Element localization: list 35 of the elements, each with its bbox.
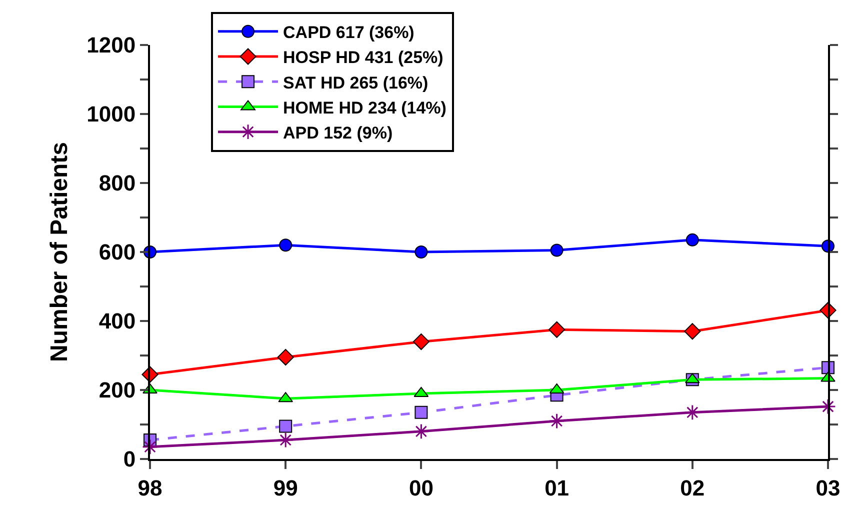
x-tick-label: 00 <box>408 475 434 500</box>
point <box>820 398 836 415</box>
legend-label: SAT HD 265 (16%) <box>283 73 428 92</box>
y-axis-title: Number of Patients <box>46 142 74 362</box>
x-tick-label: 01 <box>544 475 570 500</box>
x-tick-label: 98 <box>138 475 162 500</box>
legend-label: APD 152 (9%) <box>283 123 393 142</box>
y-tick-label: 600 <box>98 240 136 265</box>
point <box>279 238 292 252</box>
point <box>548 321 566 338</box>
y-tick-label: 0 <box>123 446 136 472</box>
point <box>413 423 430 440</box>
point <box>686 233 699 246</box>
y-tick-label: 1200 <box>86 32 136 58</box>
point <box>277 348 294 366</box>
legend-label: HOME HD 234 (14%) <box>283 98 446 118</box>
point <box>414 406 428 419</box>
legend-label: HOSP HD 431 (25%) <box>283 48 444 68</box>
y-tick-label: 1000 <box>86 102 136 127</box>
point <box>684 323 701 340</box>
x-tick-label: 02 <box>680 475 705 500</box>
point <box>412 333 430 350</box>
legend-label: CAPD 617 (36%) <box>283 23 414 42</box>
point <box>550 244 564 257</box>
point <box>548 413 565 429</box>
y-tick-label: 200 <box>98 378 136 403</box>
x-tick-label: 99 <box>273 475 298 500</box>
y-tick-label: 400 <box>98 308 136 334</box>
point <box>278 432 294 448</box>
x-tick-label: 03 <box>816 475 840 500</box>
point <box>142 438 158 455</box>
point <box>279 420 292 433</box>
y-tick-label: 800 <box>98 170 136 196</box>
point <box>684 404 700 420</box>
point <box>414 246 428 258</box>
